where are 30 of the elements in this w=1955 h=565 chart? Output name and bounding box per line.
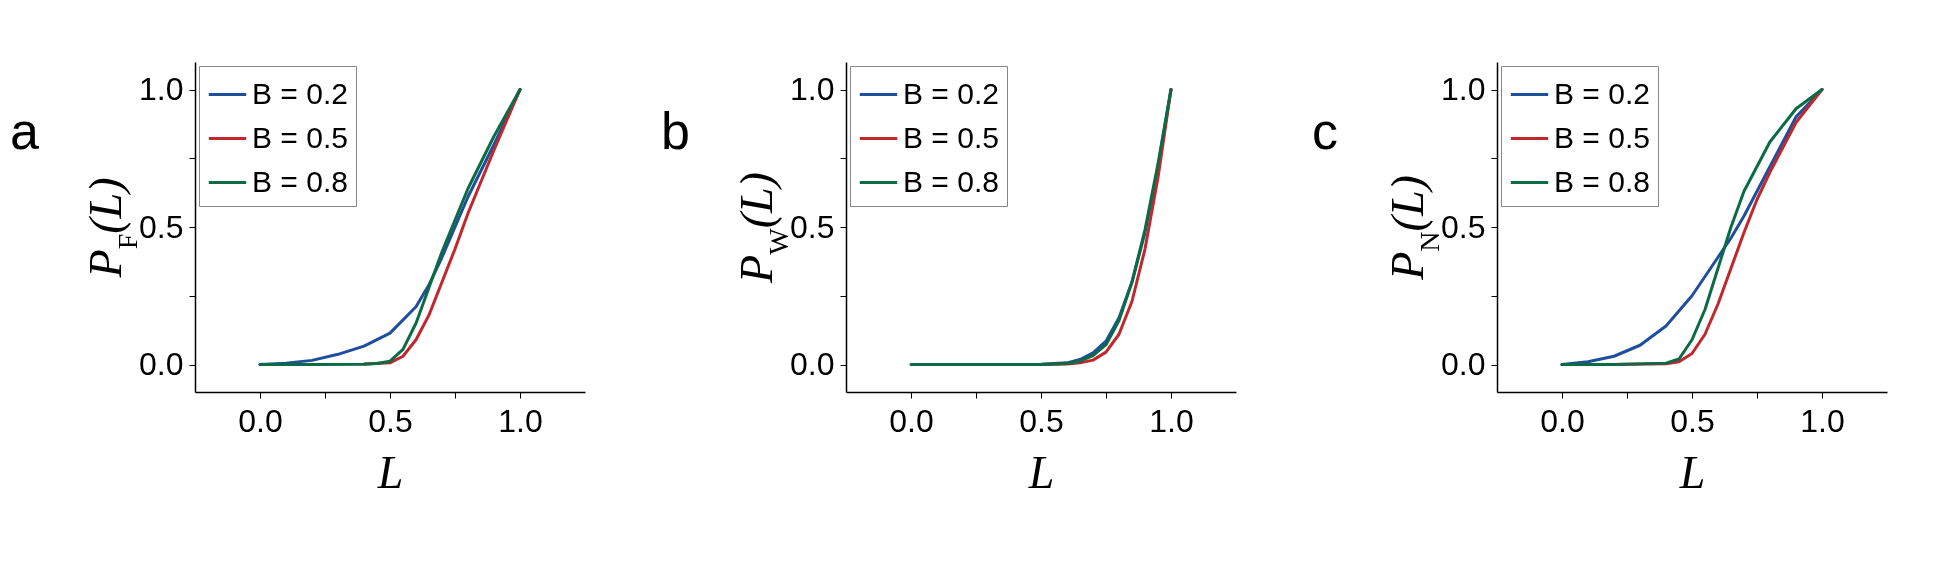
legend-label: B = 0.2 xyxy=(252,76,348,110)
x-tick-label: 1.0 xyxy=(1149,402,1194,439)
legend-label: B = 0.5 xyxy=(1554,120,1650,154)
y-tick-label: 1.0 xyxy=(139,71,184,107)
x-axis-title: L xyxy=(1678,446,1706,498)
text: b xyxy=(661,102,690,160)
legend-label: B = 0.2 xyxy=(1554,76,1650,110)
x-tick-label: 0.5 xyxy=(1670,402,1715,439)
legend-label: B = 0.5 xyxy=(252,120,348,154)
y-tick-label: 0.0 xyxy=(139,346,184,382)
x-tick-label: 0.5 xyxy=(368,402,413,439)
legend-label: B = 0.5 xyxy=(903,120,999,154)
x-tick-label: 1.0 xyxy=(498,402,543,439)
y-tick-label: 1.0 xyxy=(790,71,835,107)
x-tick-label: 0.0 xyxy=(238,402,283,439)
y-tick-label: 1.0 xyxy=(1441,71,1486,107)
x-tick-label: 1.0 xyxy=(1800,402,1845,439)
text: a xyxy=(10,102,39,160)
x-axis-title: L xyxy=(376,446,404,498)
x-tick-label: 0.0 xyxy=(1540,402,1585,439)
x-axis-title: L xyxy=(1027,446,1055,498)
y-tick-label: 0.0 xyxy=(1441,346,1486,382)
legend-label: B = 0.2 xyxy=(903,76,999,110)
text: c xyxy=(1312,102,1338,160)
legend-label: B = 0.8 xyxy=(252,164,348,198)
x-tick-label: 0.0 xyxy=(889,402,934,439)
legend-label: B = 0.8 xyxy=(1554,164,1650,198)
legend-label: B = 0.8 xyxy=(903,164,999,198)
x-tick-label: 0.5 xyxy=(1019,402,1064,439)
y-tick-label: 0.0 xyxy=(790,346,835,382)
